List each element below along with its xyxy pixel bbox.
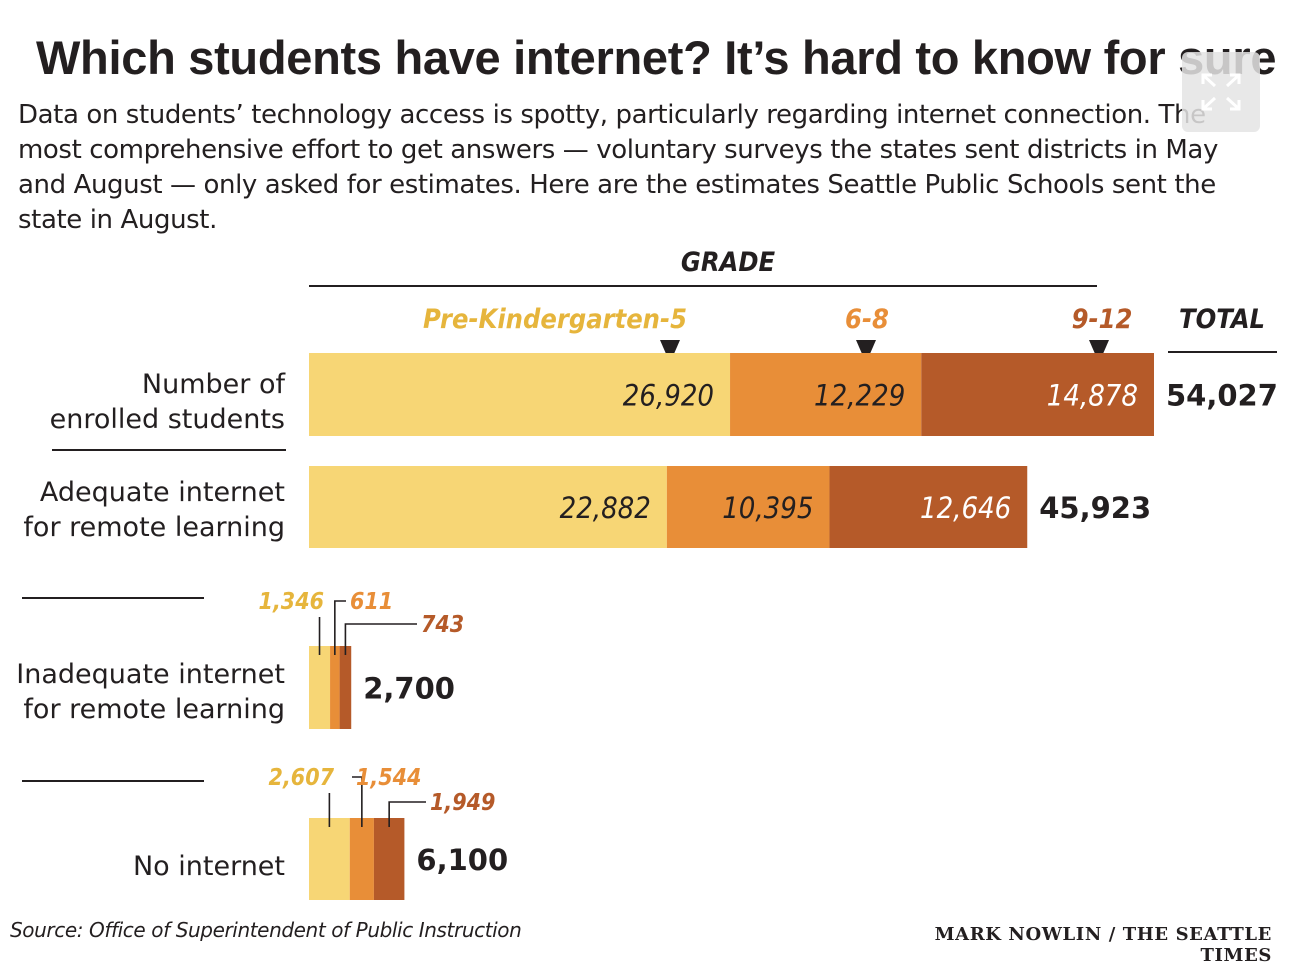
data-label-2-3: 12,646 [920, 491, 1011, 525]
legend-label-3: 9-12 [1072, 304, 1133, 335]
bar-2-3 [829, 466, 1028, 548]
total-value-1: 54,027 [1166, 379, 1278, 413]
category-label-2-line-1: Adequate internet [40, 477, 285, 508]
bar-3-3 [339, 646, 352, 729]
expand-button[interactable] [1182, 52, 1260, 132]
bar-4-1 [309, 818, 350, 900]
bar-3-2 [330, 646, 340, 729]
source-note: Source: Office of Superintendent of Publ… [10, 918, 522, 942]
leader-line-4-3 [388, 801, 426, 827]
category-label-1-line-1: Number of [142, 369, 287, 400]
bar-3-1 [309, 646, 331, 729]
bar-4-3 [373, 818, 405, 900]
total-value-4: 6,100 [416, 843, 508, 877]
category-label-2-line-2: for remote learning [23, 512, 285, 543]
group-header: GRADE [681, 247, 776, 278]
legend-label-1: Pre-Kindergarten-5 [423, 304, 687, 335]
credit-line: MARK NOWLIN / THE SEATTLE TIMES [934, 924, 1272, 966]
legend-pointer-3 [1089, 340, 1109, 363]
legend-pointer-2 [856, 340, 876, 363]
category-label-1-line-2: enrolled students [50, 404, 285, 435]
category-label-4-line-1: No internet [133, 851, 285, 882]
data-label-4-1: 2,607 [269, 765, 335, 791]
data-label-3-3: 743 [421, 612, 464, 638]
leader-line-3-3 [344, 623, 417, 655]
bar-1-1 [309, 353, 731, 436]
data-label-1-1: 26,920 [623, 379, 714, 413]
total-value-2: 45,923 [1039, 491, 1151, 525]
total-header: TOTAL [1179, 304, 1265, 335]
bar-2-1 [309, 466, 667, 548]
data-label-2-1: 22,882 [560, 491, 651, 525]
data-label-1-3: 14,878 [1047, 379, 1138, 413]
bar-1-3 [921, 353, 1154, 436]
data-label-4-2: 1,544 [356, 765, 421, 791]
bar-4-2 [349, 818, 374, 900]
data-label-1-2: 12,229 [814, 379, 905, 413]
category-label-3-line-2: for remote learning [23, 694, 285, 725]
chart-title: Which students have internet? It’s hard … [36, 31, 1277, 84]
bar-2-2 [666, 466, 830, 548]
legend-label-2: 6-8 [845, 304, 889, 335]
category-label-3-line-1: Inadequate internet [16, 659, 285, 690]
data-label-2-2: 10,395 [722, 491, 813, 525]
leader-line-4-2 [352, 776, 363, 827]
chart-subtitle: Data on students’ technology access is s… [18, 100, 1218, 235]
data-label-4-3: 1,949 [430, 790, 495, 816]
total-value-3: 2,700 [363, 672, 455, 706]
leader-line-3-2 [334, 600, 346, 655]
data-label-3-1: 1,346 [259, 589, 324, 615]
expand-icon [1201, 73, 1241, 111]
data-label-3-2: 611 [350, 589, 393, 615]
legend-pointer-1 [660, 340, 680, 363]
bar-1-2 [730, 353, 922, 436]
